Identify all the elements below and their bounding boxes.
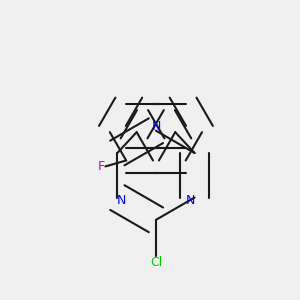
Text: N: N <box>185 194 195 207</box>
Text: F: F <box>98 160 104 173</box>
Text: N: N <box>151 120 160 133</box>
Text: N: N <box>117 194 127 207</box>
Text: Cl: Cl <box>150 256 162 269</box>
